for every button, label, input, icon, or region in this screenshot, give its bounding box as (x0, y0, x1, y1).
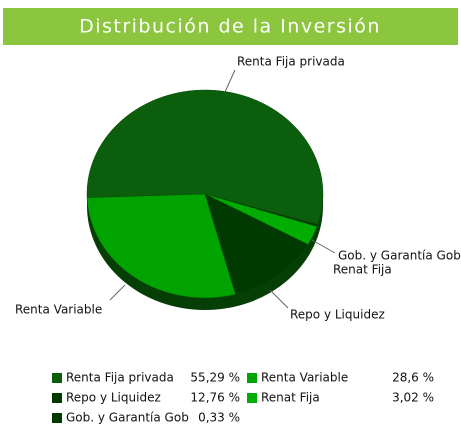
leader-line (224, 69, 236, 93)
legend-value: 0,33 % (198, 411, 240, 425)
legend-swatch (52, 413, 62, 423)
legend-swatch (52, 373, 62, 383)
title-bar (3, 8, 458, 45)
legend-swatch (247, 373, 257, 383)
legend-value: 3,02 % (392, 391, 434, 405)
legend-label: Gob. y Garantía Gob (66, 411, 189, 425)
legend-label: Renta Fija privada (66, 371, 174, 385)
leader-line (311, 239, 336, 254)
slice-label: Repo y Liquidez (290, 308, 385, 322)
slice-label: Gob. y Garantía Gob (338, 249, 461, 263)
chart-title: Distribución de la Inversión (79, 16, 381, 38)
legend-value: 55,29 % (190, 371, 240, 385)
pie-slice (204, 193, 309, 295)
pie-slice (86, 89, 324, 225)
slice-label: Renta Variable (15, 303, 102, 317)
slice-label: Renat Fija (333, 263, 392, 277)
leader-line (109, 284, 126, 301)
leader-line (269, 289, 289, 309)
legend-label: Repo y Liquidez (66, 391, 161, 405)
legend-label: Renat Fija (261, 391, 320, 405)
legend-swatch (52, 393, 62, 403)
legend-value: 12,76 % (190, 391, 240, 405)
legend-value: 28,6 % (392, 371, 434, 385)
legend-label: Renta Variable (261, 371, 348, 385)
slice-label: Renta Fija privada (237, 55, 345, 69)
legend-swatch (247, 393, 257, 403)
pie-slice (86, 193, 236, 299)
